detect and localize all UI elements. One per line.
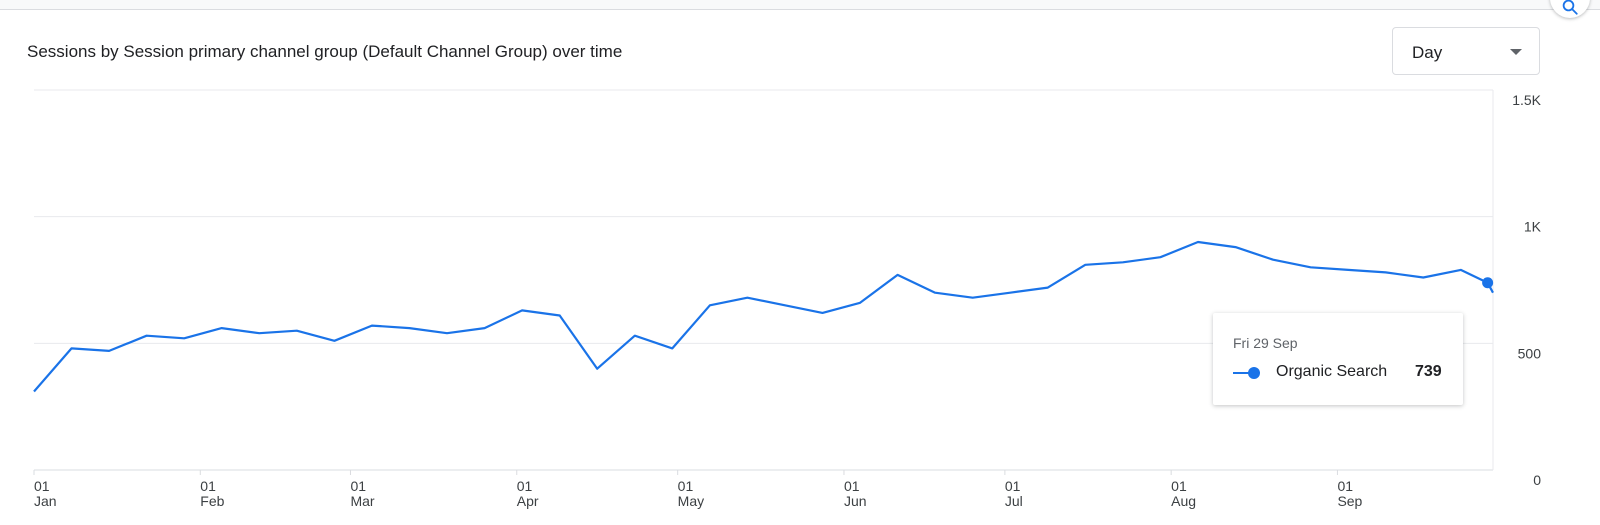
x-tick-month: Jun [844, 493, 867, 509]
y-tick-label: 1.5K [1512, 92, 1541, 108]
x-tick-day: 01 [350, 478, 366, 494]
series-legend-icon [1233, 366, 1261, 380]
x-tick-month: Sep [1337, 493, 1362, 509]
x-tick-month: May [678, 493, 704, 509]
granularity-value: Day [1412, 43, 1443, 62]
grid-lines [34, 89, 1493, 471]
tooltip-date: Fri 29 Sep [1233, 335, 1298, 351]
x-tick-month: Mar [350, 493, 374, 509]
search-button[interactable] [1550, 0, 1590, 18]
x-tick-day: 01 [844, 478, 860, 494]
x-tick-day: 01 [200, 478, 216, 494]
y-tick-label: 1K [1524, 219, 1542, 235]
tooltip-series-name: Organic Search [1276, 363, 1388, 380]
x-tick-month: Aug [1171, 493, 1196, 509]
x-tick-month: Feb [200, 493, 224, 509]
series-layer [33, 240, 1494, 393]
x-tick-day: 01 [517, 478, 533, 494]
x-tick-month: Apr [517, 493, 539, 509]
y-tick-label: 500 [1518, 345, 1542, 361]
highlight-point [1482, 277, 1494, 289]
top-divider [0, 0, 1600, 10]
x-tick-day: 01 [34, 478, 50, 494]
axes: 05001K1.5K01Jan01Feb01Mar01Apr01May01Jun… [33, 90, 1542, 509]
x-tick-day: 01 [678, 478, 694, 494]
chart-tooltip: Fri 29 Sep Organic Search 739 [1213, 313, 1463, 405]
series-line-organic-search [33, 240, 1494, 393]
tooltip-value: 739 [1415, 363, 1442, 380]
x-tick-day: 01 [1171, 478, 1187, 494]
x-tick-day: 01 [1005, 478, 1021, 494]
y-tick-label: 0 [1533, 472, 1541, 488]
chevron-down-icon [1510, 49, 1522, 55]
search-icon [1562, 0, 1578, 15]
granularity-select[interactable]: Day [1392, 27, 1540, 75]
chart-title: Sessions by Session primary channel grou… [27, 42, 623, 61]
x-tick-day: 01 [1337, 478, 1353, 494]
x-tick-month: Jan [34, 493, 57, 509]
x-tick-month: Jul [1005, 493, 1023, 509]
